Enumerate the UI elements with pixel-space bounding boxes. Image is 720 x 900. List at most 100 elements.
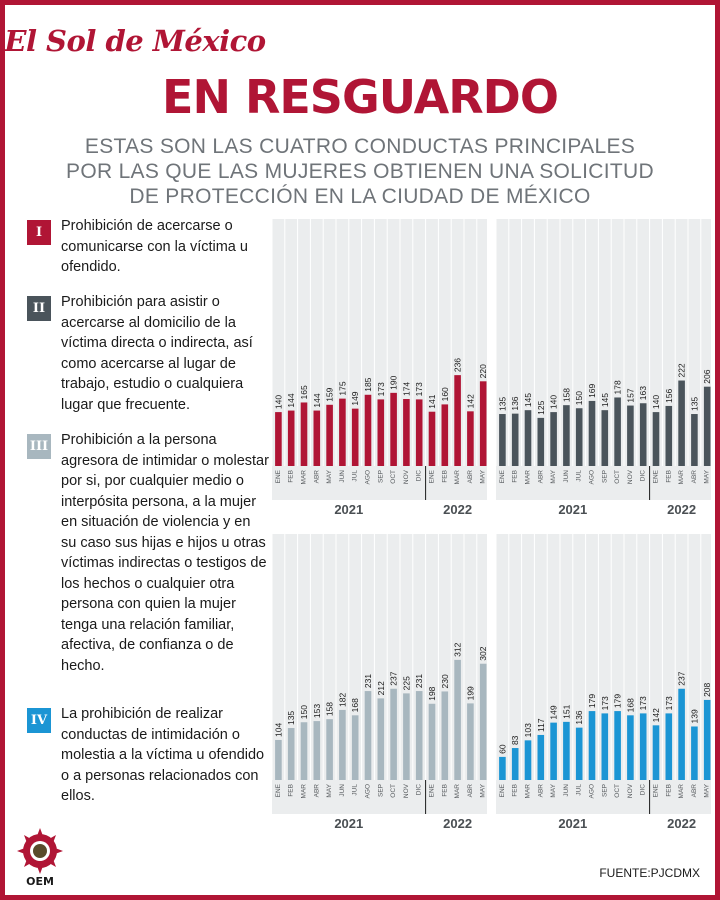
value-label: 173 [664, 696, 674, 710]
bar-jun-5 [563, 405, 570, 466]
bar-jun-5 [339, 709, 346, 780]
month-label: DIC [416, 470, 423, 482]
value-label: 185 [363, 377, 373, 391]
bar-mar-2 [300, 722, 308, 780]
year-label: 2022 [443, 816, 472, 831]
subtitle-line: DE PROTECCIÓN EN LA CIUDAD DE MÉXICO [129, 185, 591, 208]
month-label: AGO [589, 784, 596, 798]
bar-abr-15 [467, 703, 474, 780]
bar-may-16 [479, 663, 487, 780]
value-label: 208 [702, 682, 712, 696]
bar-ago-7 [588, 400, 596, 466]
subtitle-line: POR LAS QUE LAS MUJERES OBTIENEN UNA SOL… [66, 160, 654, 183]
bar-sep-8 [601, 713, 609, 780]
bar-feb-13 [665, 713, 673, 780]
bar-jun-5 [339, 398, 346, 466]
year-label: 2021 [334, 816, 363, 831]
month-label: AGO [365, 470, 372, 484]
month-label: ENE [429, 469, 436, 483]
year-label: 2021 [558, 816, 587, 831]
value-label: 117 [536, 718, 546, 732]
value-label: 150 [299, 705, 309, 719]
value-label: 60 [497, 744, 507, 754]
value-label: 156 [664, 388, 674, 402]
bar-may-16 [479, 381, 487, 466]
month-label: FEB [665, 470, 672, 483]
value-label: 125 [536, 400, 546, 414]
month-label: DIC [640, 470, 647, 482]
value-label: 178 [613, 380, 623, 394]
badge-iii: III [27, 434, 51, 459]
value-label: 151 [561, 704, 571, 718]
source-note: FUENTE:PJCDMX [599, 866, 700, 880]
month-label: MAR [301, 470, 308, 485]
logo-text: OEM [26, 875, 54, 888]
bar-may-16 [703, 699, 711, 780]
value-label: 159 [325, 387, 335, 401]
value-label: 135 [689, 397, 699, 411]
value-label: 136 [574, 710, 584, 724]
value-label: 144 [286, 393, 296, 407]
month-label: AGO [365, 784, 372, 798]
month-label: ABR [691, 470, 698, 484]
bar-ene-0 [275, 739, 282, 780]
month-label: JUL [576, 784, 583, 796]
month-label: JUN [339, 470, 346, 483]
month-label: MAR [301, 784, 308, 799]
bar-feb-1 [511, 413, 519, 466]
month-label: ABR [313, 470, 320, 484]
bar-abr-3 [313, 410, 321, 466]
month-label: SEP [377, 784, 384, 797]
value-label: 236 [453, 358, 463, 372]
month-label: ENE [499, 469, 506, 483]
value-label: 104 [273, 723, 283, 737]
month-label: OCT [390, 784, 397, 798]
bar-sep-8 [377, 399, 385, 466]
legend-text-iv: La prohibición de realizar conductas de … [61, 706, 265, 804]
bar-feb-1 [511, 748, 519, 780]
bar-jul-6 [575, 727, 583, 780]
value-label: 157 [625, 388, 635, 402]
badge-iv: IV [27, 708, 51, 733]
month-label: MAR [525, 470, 532, 485]
sun-icon [17, 828, 63, 874]
month-label: SEP [601, 470, 608, 483]
month-label: DIC [416, 784, 423, 796]
month-label: MAR [678, 784, 685, 799]
month-label: MAR [454, 784, 461, 799]
bar-dic-11 [639, 403, 647, 466]
value-label: 198 [427, 686, 437, 700]
month-label: FEB [441, 470, 448, 483]
value-label: 158 [325, 702, 335, 716]
value-label: 231 [414, 674, 424, 688]
value-label: 145 [523, 393, 533, 407]
value-label: 173 [414, 382, 424, 396]
month-label: MAY [326, 469, 333, 483]
month-label: FEB [512, 470, 519, 483]
month-label: MAY [480, 469, 487, 483]
bar-ago-7 [364, 691, 372, 780]
month-label: ENE [275, 783, 282, 797]
value-label: 160 [440, 387, 450, 401]
bar-abr-3 [537, 417, 545, 466]
month-label: ABR [537, 470, 544, 484]
value-label: 222 [677, 363, 687, 377]
bar-mar-2 [524, 740, 532, 780]
value-label: 173 [638, 696, 648, 710]
bar-may-4 [326, 719, 333, 780]
masthead-logo: El Sol de México [4, 24, 266, 58]
bar-feb-1 [287, 728, 295, 780]
bar-jul-6 [575, 408, 583, 466]
month-label: MAR [525, 784, 532, 799]
month-label: SEP [601, 784, 608, 797]
year-label: 2022 [667, 816, 696, 831]
year-label: 2022 [443, 502, 472, 517]
month-label: MAY [326, 783, 333, 797]
bar-ene-12 [652, 412, 660, 466]
value-label: 230 [440, 674, 450, 688]
bar-feb-1 [287, 410, 295, 466]
value-label: 173 [600, 696, 610, 710]
value-label: 169 [587, 383, 597, 397]
